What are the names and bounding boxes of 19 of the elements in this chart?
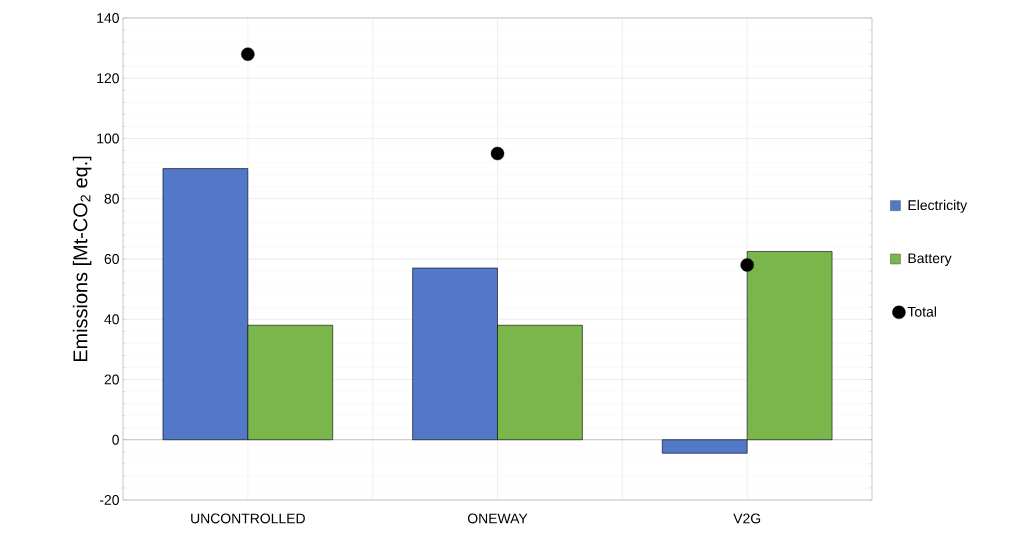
legend-label: Battery	[908, 253, 952, 266]
point	[740, 258, 754, 272]
y-tick-label: 100	[97, 133, 119, 144]
y-axis-title: Emissions [Mt-CO$_{2}$ eq.]	[72, 156, 92, 362]
y-tick-label: 20	[104, 374, 119, 385]
y-tick-label: 40	[104, 314, 119, 325]
y-tick-label: 120	[97, 73, 119, 84]
y-tick-label: 0	[112, 434, 119, 445]
y-tick-label: 60	[104, 254, 119, 264]
x-tick-label: V2G	[733, 513, 761, 524]
x-tick-label: UNCONTROLLED	[191, 513, 305, 524]
y-tick-label: 80	[104, 193, 119, 204]
y-tick-label: -20	[99, 495, 119, 505]
y-tick-label: 140	[97, 13, 119, 23]
x-tick-label: ONEWAY	[467, 513, 528, 524]
legend-label: Total	[907, 306, 936, 317]
point	[241, 47, 255, 61]
point	[490, 146, 505, 161]
legend-label: Electricity	[908, 199, 968, 213]
